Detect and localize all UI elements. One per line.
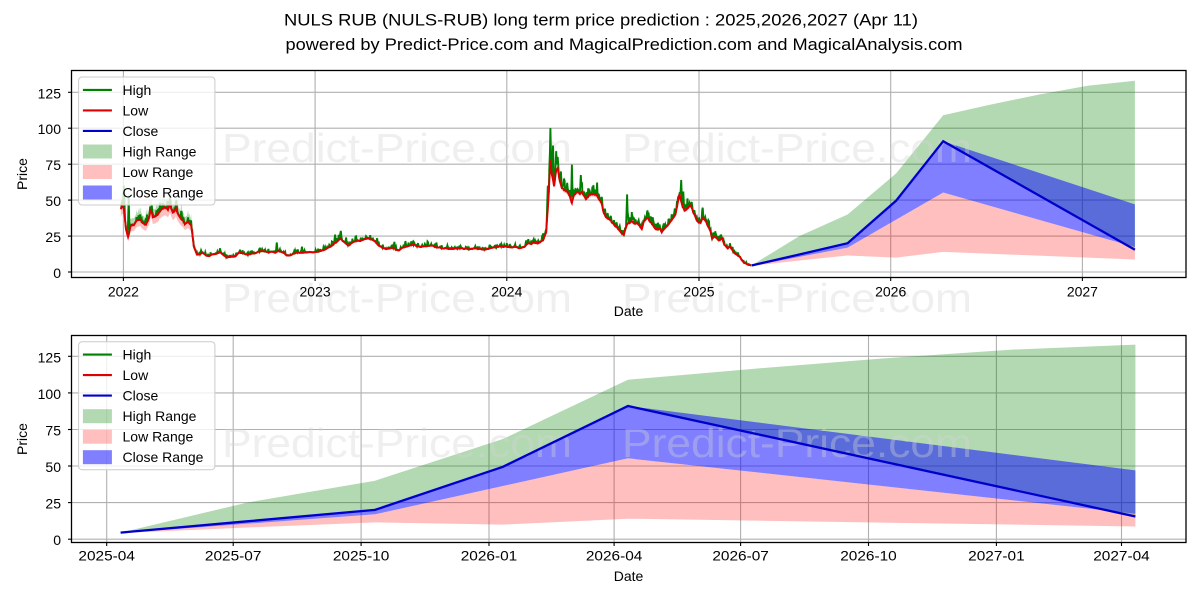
svg-text:Close: Close (123, 123, 159, 139)
svg-text:2027: 2027 (1067, 284, 1098, 300)
svg-text:Low Range: Low Range (123, 164, 194, 180)
svg-text:Price: Price (14, 158, 30, 190)
svg-text:2026-07: 2026-07 (712, 548, 769, 564)
svg-text:25: 25 (45, 496, 61, 512)
svg-text:75: 75 (45, 157, 61, 173)
svg-text:2026: 2026 (875, 284, 906, 300)
svg-text:Close: Close (123, 388, 159, 404)
svg-text:Price: Price (14, 423, 30, 455)
svg-text:Low: Low (123, 102, 150, 118)
svg-text:100: 100 (38, 121, 62, 137)
svg-text:Close Range: Close Range (123, 184, 204, 200)
svg-text:2027-01: 2027-01 (968, 548, 1025, 564)
svg-text:2024: 2024 (491, 284, 522, 300)
svg-text:0: 0 (53, 265, 61, 281)
svg-text:2025-07: 2025-07 (205, 548, 262, 564)
svg-text:50: 50 (45, 459, 61, 475)
svg-text:2026-01: 2026-01 (461, 548, 518, 564)
svg-text:2027-04: 2027-04 (1093, 548, 1150, 564)
svg-text:2025-04: 2025-04 (78, 548, 135, 564)
svg-text:2022: 2022 (108, 284, 139, 300)
svg-text:2026-10: 2026-10 (840, 548, 897, 564)
svg-text:125: 125 (38, 349, 62, 365)
svg-text:Predict-Price.com: Predict-Price.com (622, 125, 972, 171)
svg-text:Close Range: Close Range (123, 449, 204, 465)
svg-text:NULS RUB (NULS-RUB) long term: NULS RUB (NULS-RUB) long term price pred… (284, 10, 918, 29)
svg-text:0: 0 (53, 532, 61, 548)
svg-text:2025: 2025 (683, 284, 714, 300)
svg-text:75: 75 (45, 423, 61, 439)
svg-text:Low: Low (123, 367, 150, 383)
svg-text:High: High (123, 347, 152, 363)
svg-text:Predict-Price.com: Predict-Price.com (222, 275, 572, 321)
svg-text:High Range: High Range (123, 143, 197, 159)
svg-text:2025-10: 2025-10 (333, 548, 390, 564)
svg-text:Predict-Price.com: Predict-Price.com (222, 420, 572, 466)
svg-text:High: High (123, 82, 152, 98)
svg-text:50: 50 (45, 193, 61, 209)
svg-text:Predict-Price.com: Predict-Price.com (622, 275, 972, 321)
svg-text:25: 25 (45, 229, 61, 245)
svg-text:125: 125 (38, 85, 62, 101)
svg-text:Predict-Price.com: Predict-Price.com (222, 125, 572, 171)
svg-text:Low Range: Low Range (123, 429, 194, 445)
svg-text:Date: Date (614, 568, 644, 584)
svg-text:Date: Date (614, 303, 644, 319)
svg-text:100: 100 (38, 386, 62, 402)
svg-text:2023: 2023 (300, 284, 331, 300)
svg-text:High Range: High Range (123, 408, 197, 424)
svg-text:powered by Predict-Price.com a: powered by Predict-Price.com and Magical… (286, 35, 963, 54)
svg-text:2026-04: 2026-04 (586, 548, 643, 564)
